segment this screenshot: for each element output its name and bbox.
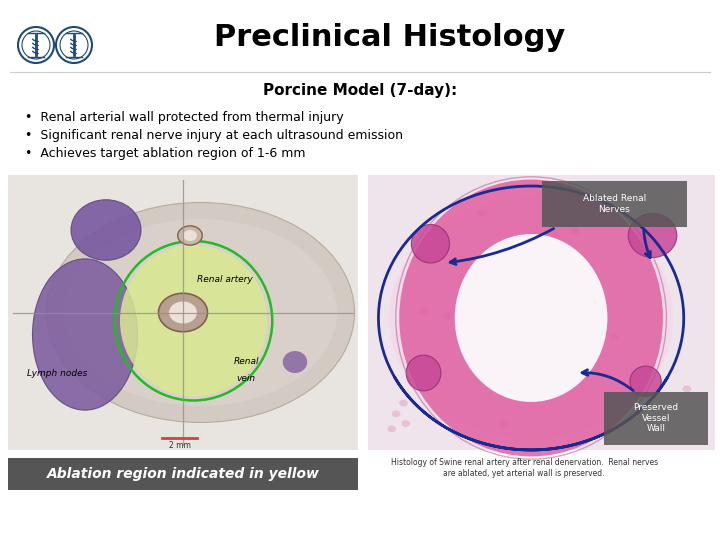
Text: vein: vein <box>236 374 256 383</box>
Text: Porcine Model (7-day):: Porcine Model (7-day): <box>263 83 457 98</box>
Ellipse shape <box>566 197 575 204</box>
Ellipse shape <box>516 258 525 264</box>
Ellipse shape <box>64 219 337 406</box>
FancyBboxPatch shape <box>8 175 358 450</box>
Text: Renal: Renal <box>233 357 258 367</box>
Text: •  Significant renal nerve injury at each ultrasound emission: • Significant renal nerve injury at each… <box>25 130 403 143</box>
Ellipse shape <box>32 259 138 410</box>
FancyBboxPatch shape <box>8 458 358 490</box>
Text: •  Achieves target ablation region of 1-6 mm: • Achieves target ablation region of 1-6… <box>25 147 305 160</box>
Ellipse shape <box>71 200 141 260</box>
Text: Ablated Renal
Nerves: Ablated Renal Nerves <box>582 194 646 214</box>
Text: Preclinical Histology: Preclinical Histology <box>215 24 566 52</box>
Ellipse shape <box>406 355 441 391</box>
Ellipse shape <box>158 293 207 332</box>
FancyBboxPatch shape <box>604 392 708 444</box>
Ellipse shape <box>523 380 532 387</box>
Ellipse shape <box>571 227 580 234</box>
Ellipse shape <box>476 210 485 217</box>
Ellipse shape <box>476 315 485 322</box>
Ellipse shape <box>438 231 446 238</box>
Ellipse shape <box>641 238 649 245</box>
Ellipse shape <box>401 420 410 427</box>
Ellipse shape <box>392 410 400 417</box>
Ellipse shape <box>120 245 267 396</box>
Ellipse shape <box>498 421 507 428</box>
Ellipse shape <box>610 334 618 340</box>
Ellipse shape <box>630 366 661 396</box>
FancyBboxPatch shape <box>541 180 687 227</box>
Ellipse shape <box>283 351 307 373</box>
Ellipse shape <box>462 349 470 356</box>
Ellipse shape <box>629 213 677 258</box>
Ellipse shape <box>572 220 581 227</box>
FancyBboxPatch shape <box>368 175 715 450</box>
Ellipse shape <box>595 294 603 301</box>
Ellipse shape <box>169 301 197 323</box>
Ellipse shape <box>419 308 428 315</box>
Text: Renal artery: Renal artery <box>197 275 253 284</box>
Ellipse shape <box>552 231 560 238</box>
Ellipse shape <box>472 276 481 283</box>
Ellipse shape <box>387 426 396 432</box>
Ellipse shape <box>183 230 197 241</box>
Text: 2 mm: 2 mm <box>168 442 190 450</box>
Text: Lymph nodes: Lymph nodes <box>27 368 87 377</box>
Text: Ablation region indicated in yellow: Ablation region indicated in yellow <box>47 467 320 481</box>
Ellipse shape <box>47 202 354 422</box>
Ellipse shape <box>399 179 663 456</box>
Text: Histology of Swine renal artery after renal denervation.  Renal nerves
are ablat: Histology of Swine renal artery after re… <box>390 458 657 478</box>
Ellipse shape <box>478 314 487 321</box>
Ellipse shape <box>411 225 449 263</box>
Ellipse shape <box>569 361 577 367</box>
Ellipse shape <box>178 226 202 245</box>
Text: Preserved
Vessel
Wall: Preserved Vessel Wall <box>634 403 678 433</box>
Ellipse shape <box>399 400 408 407</box>
Ellipse shape <box>430 224 438 231</box>
Ellipse shape <box>683 386 691 392</box>
Ellipse shape <box>389 197 673 439</box>
Ellipse shape <box>444 313 452 320</box>
Ellipse shape <box>455 234 608 402</box>
Text: •  Renal arterial wall protected from thermal injury: • Renal arterial wall protected from the… <box>25 111 343 125</box>
